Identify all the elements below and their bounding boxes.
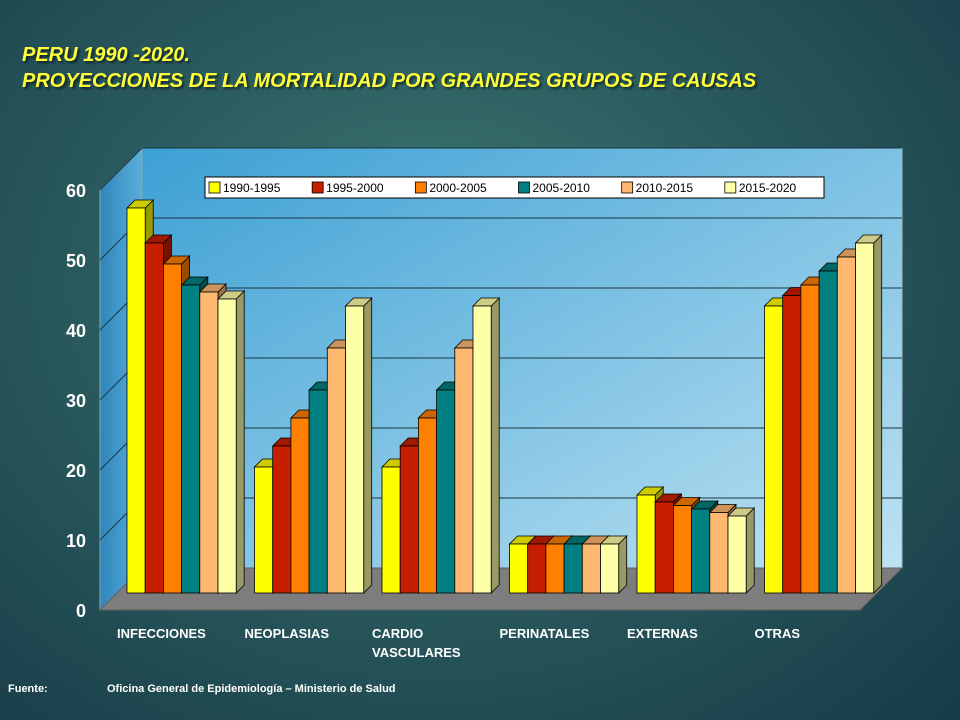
bar (727, 515, 747, 594)
y-tick-label: 30 (66, 391, 86, 411)
legend-label: 2010-2015 (636, 181, 694, 195)
bar (800, 284, 820, 594)
x-category-label: OTRAS (755, 626, 801, 641)
legend-swatch (724, 181, 737, 194)
bar (454, 347, 474, 594)
bar (600, 543, 620, 594)
y-tick-label: 40 (66, 321, 86, 341)
bar (326, 347, 346, 594)
x-category-label: NEOPLASIAS (245, 626, 330, 641)
bar (654, 501, 674, 594)
bar (308, 389, 328, 594)
bar-side (618, 535, 628, 594)
bar (381, 466, 401, 594)
legend-label: 2015-2020 (739, 181, 797, 195)
bar (436, 389, 456, 594)
bar (782, 295, 802, 594)
bar (764, 305, 784, 594)
legend (204, 176, 825, 199)
legend-label: 1990-1995 (223, 181, 281, 195)
bar (399, 445, 419, 594)
bar (417, 417, 437, 594)
x-category-label: PERINATALES (500, 626, 590, 641)
bar (818, 270, 838, 594)
legend-swatch (621, 181, 634, 194)
y-tick-label: 60 (66, 181, 86, 201)
bar (181, 284, 201, 594)
source-text: Oficina General de Epidemiología – Minis… (107, 683, 396, 695)
y-tick-label: 50 (66, 251, 86, 271)
bar (144, 242, 164, 594)
bar (126, 207, 146, 594)
bar-side (745, 507, 755, 594)
bar (636, 494, 656, 594)
bar (527, 543, 547, 594)
title-line-1: PERU 1990 -2020. (22, 44, 190, 66)
x-category-label: CARDIO (372, 626, 423, 641)
bar (855, 242, 875, 594)
bar (199, 291, 219, 594)
bar (472, 305, 492, 594)
bar-side (873, 234, 883, 594)
legend-label: 2005-2010 (533, 181, 591, 195)
x-category-label: EXTERNAS (627, 626, 698, 641)
bar (217, 298, 237, 594)
bar (162, 263, 182, 594)
bar (290, 417, 310, 594)
bar (836, 256, 856, 594)
bar-side (235, 290, 245, 594)
legend-swatch (311, 181, 324, 194)
bar (509, 543, 529, 594)
slide-title: PERU 1990 -2020. PROYECCIONES DE LA MORT… (22, 42, 756, 94)
legend-swatch (208, 181, 221, 194)
gridline-side (99, 147, 143, 191)
bar-side (490, 297, 500, 594)
bar-side (363, 297, 373, 594)
y-tick-label: 10 (66, 531, 86, 551)
bar (272, 445, 292, 594)
y-tick-label: 0 (76, 601, 86, 621)
bar (709, 512, 729, 594)
legend-swatch (518, 181, 530, 194)
legend-swatch (414, 181, 427, 194)
bar (673, 505, 693, 594)
legend-label: 2000-2005 (429, 181, 487, 195)
y-tick-label: 20 (66, 461, 86, 481)
title-line-2: PROYECCIONES DE LA MORTALIDAD POR GRANDE… (22, 70, 757, 92)
bar (581, 543, 601, 594)
source-label: Fuente: (8, 683, 48, 695)
bar (545, 543, 565, 594)
x-category-label: VASCULARES (372, 645, 461, 660)
legend-label: 1995-2000 (326, 181, 384, 195)
bar (254, 466, 274, 594)
bar (563, 543, 583, 594)
bar (691, 508, 711, 594)
x-category-label: INFECCIONES (117, 626, 206, 641)
bar (345, 305, 365, 594)
